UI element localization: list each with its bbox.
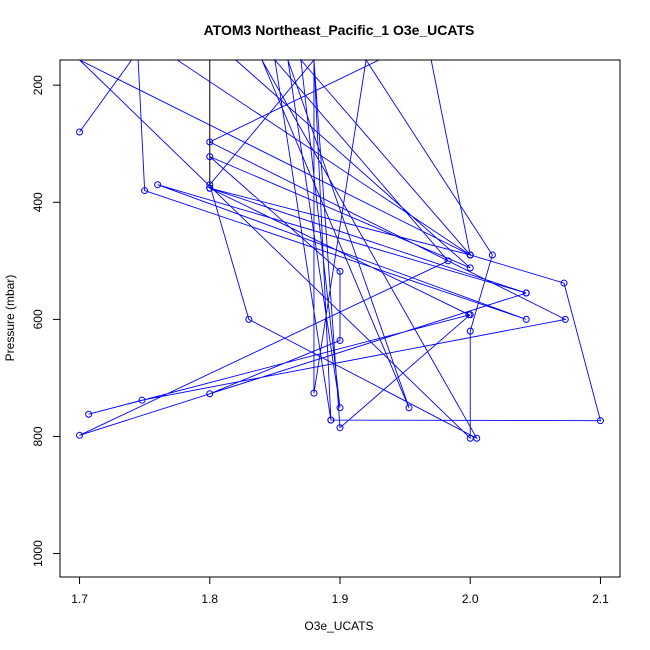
y-tick-label: 200 (31, 75, 45, 95)
data-point (206, 138, 214, 146)
x-tick-label: 2.1 (592, 592, 609, 606)
data-point (336, 267, 344, 275)
data-point (138, 396, 146, 404)
x-axis-label: O3e_UCATS (304, 619, 373, 633)
y-tick-label: 800 (31, 426, 45, 446)
y-axis-label: Pressure (mbar) (3, 275, 17, 362)
data-point (76, 431, 84, 439)
x-tick-label: 1.7 (71, 592, 88, 606)
x-tick-label: 1.9 (332, 592, 349, 606)
data-point (336, 404, 344, 412)
data-point (522, 315, 530, 323)
data-point (466, 327, 474, 335)
chart-title: ATOM3 Northeast_Pacific_1 O3e_UCATS (204, 22, 475, 38)
data-point (141, 187, 149, 195)
data-point (405, 404, 413, 412)
data-point (561, 315, 569, 323)
data-point (444, 257, 452, 265)
x-tick-label: 1.8 (201, 592, 218, 606)
series-line (79, 58, 602, 440)
y-tick-label: 1000 (31, 540, 45, 567)
data-point (206, 153, 214, 161)
data-point (466, 251, 474, 259)
data-point (245, 315, 253, 323)
data-point (466, 264, 474, 272)
data-point (560, 279, 568, 287)
data-point (310, 389, 318, 397)
data-point (522, 289, 530, 297)
plot-area (76, 58, 604, 442)
data-point (206, 181, 214, 189)
data-point (488, 251, 496, 259)
data-point (206, 390, 214, 398)
data-point (206, 184, 214, 192)
data-point (327, 416, 335, 424)
x-axis: 1.7 1.8 1.9 2.0 2.1 (71, 576, 609, 606)
data-point (466, 434, 474, 442)
data-point (76, 128, 84, 136)
data-point (154, 181, 162, 189)
data-point (466, 311, 474, 319)
y-tick-label: 400 (31, 192, 45, 212)
data-point (596, 417, 604, 425)
data-point (336, 424, 344, 432)
data-point (336, 336, 344, 344)
y-axis: 200 400 600 800 1000 (31, 75, 61, 567)
x-tick-label: 2.0 (462, 592, 479, 606)
y-tick-label: 600 (31, 309, 45, 329)
data-point (85, 410, 93, 418)
data-point (473, 434, 481, 442)
